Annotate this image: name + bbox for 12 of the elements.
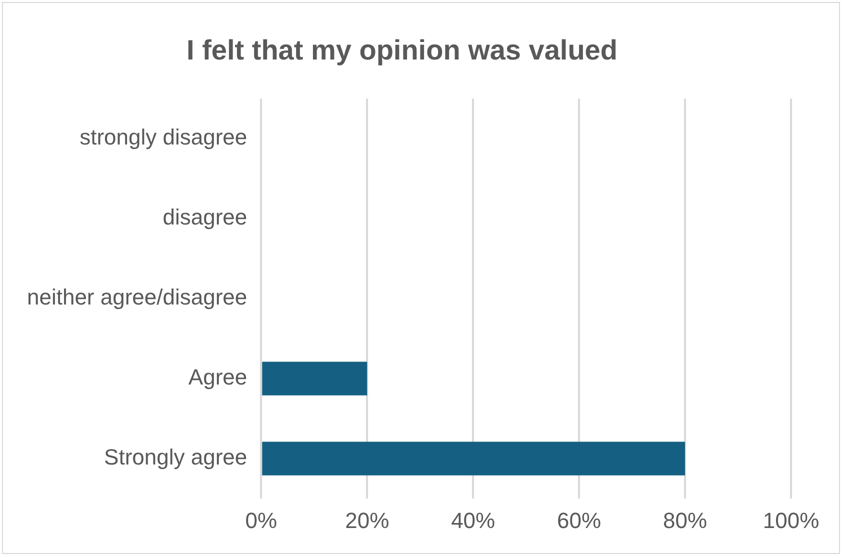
- y-tick-label: neither agree/disagree: [26, 284, 248, 310]
- x-tick-label: 40%: [451, 508, 496, 533]
- x-tick-label: 0%: [245, 508, 278, 533]
- x-tick-label: 20%: [345, 508, 390, 533]
- y-tick-label: Agree: [188, 364, 248, 390]
- y-tick-label: Strongly agree: [104, 444, 248, 470]
- y-tick-label: strongly disagree: [80, 124, 248, 150]
- x-tick-label: 60%: [557, 508, 602, 533]
- x-tick-label: 80%: [663, 508, 708, 533]
- chart-title: I felt that my opinion was valued: [186, 34, 618, 66]
- y-tick-label: disagree: [162, 204, 248, 230]
- x-tick-label: 100%: [762, 508, 820, 533]
